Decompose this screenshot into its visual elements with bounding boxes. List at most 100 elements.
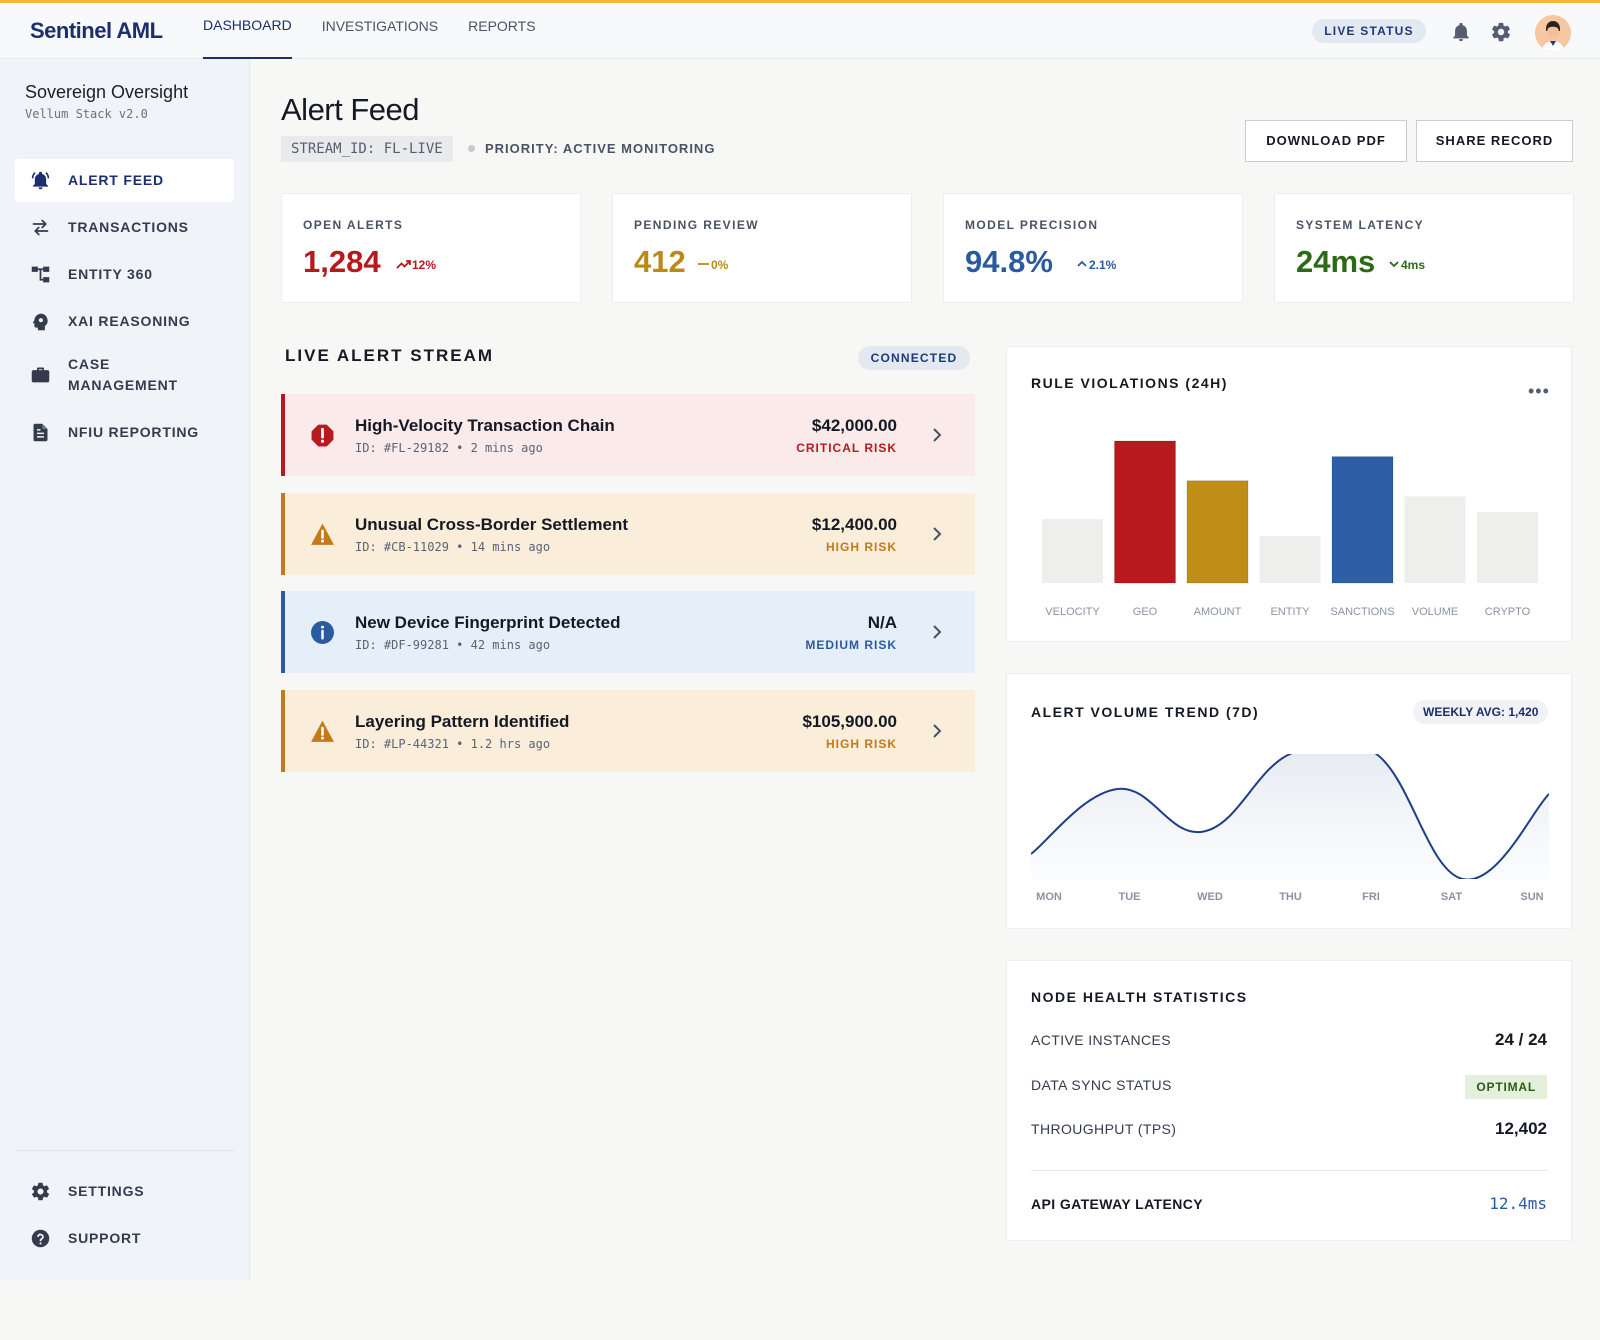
kpi-label: SYSTEM LATENCY xyxy=(1296,218,1425,232)
day-label: MON xyxy=(1036,891,1062,903)
day-label: WED xyxy=(1197,891,1223,903)
avatar[interactable] xyxy=(1535,15,1571,51)
sidebar-item-xai-reasoning[interactable]: XAI REASONING xyxy=(15,300,234,343)
sidebar-item-label: XAI REASONING xyxy=(68,313,191,329)
chevron-right-icon[interactable] xyxy=(927,622,947,642)
brain-gear-icon xyxy=(32,313,48,331)
nav-dashboard[interactable]: DASHBOARD xyxy=(203,3,292,59)
gear-icon[interactable] xyxy=(1490,21,1512,43)
sidebar-item-nfiu-reporting[interactable]: NFIU REPORTING xyxy=(15,411,234,454)
priority-dot xyxy=(468,145,475,152)
hierarchy-icon xyxy=(31,266,50,283)
bell-icon[interactable] xyxy=(1450,21,1472,43)
briefcase-icon xyxy=(31,367,50,383)
kpi-value: 1,284 xyxy=(303,244,381,279)
sidebar-item-case-management[interactable]: CASE MANAGEMENT xyxy=(15,347,234,403)
chevron-right-icon[interactable] xyxy=(927,721,947,741)
api-latency-row: API GATEWAY LATENCY 12.4ms xyxy=(1031,1194,1547,1218)
warning-triangle-icon xyxy=(311,523,334,545)
brand-logo[interactable]: Sentinel AML xyxy=(30,18,163,43)
alert-title: High-Velocity Transaction Chain xyxy=(355,416,615,435)
sidebar-item-support[interactable]: SUPPORT xyxy=(15,1217,234,1260)
kpi-open-alerts: OPEN ALERTS 1,284 12% xyxy=(281,193,581,303)
kpi-model-precision: MODEL PRECISION 94.8% 2.1% xyxy=(943,193,1243,303)
alert-card[interactable]: Layering Pattern Identified ID: #LP-4432… xyxy=(281,690,975,772)
kpi-delta: 0% xyxy=(697,258,728,272)
day-label: SUN xyxy=(1520,891,1544,903)
swap-arrows-icon xyxy=(32,219,49,236)
kpi-label: PENDING REVIEW xyxy=(634,218,759,232)
bar-crypto[interactable] xyxy=(1477,512,1538,583)
sidebar-item-label: ALERT FEED xyxy=(68,172,164,188)
nav-investigations[interactable]: INVESTIGATIONS xyxy=(321,18,439,34)
alert-card[interactable]: High-Velocity Transaction Chain ID: #FL-… xyxy=(281,394,975,476)
more-options-icon[interactable]: ••• xyxy=(1528,381,1550,401)
kpi-value: 24ms xyxy=(1296,244,1376,279)
alert-amount: N/A xyxy=(867,613,897,632)
top-nav: DASHBOARD INVESTIGATIONS REPORTS xyxy=(203,3,566,59)
alert-meta: ID: #CB-11029 • 14 mins ago xyxy=(355,540,551,554)
kpi-pending-review: PENDING REVIEW 412 0% xyxy=(612,193,912,303)
alert-title: Unusual Cross-Border Settlement xyxy=(355,515,628,534)
day-label: FRI xyxy=(1362,891,1380,903)
top-bar: Sentinel AML DASHBOARD INVESTIGATIONS RE… xyxy=(0,0,1600,59)
alert-risk-label: CRITICAL RISK xyxy=(796,441,897,455)
help-icon xyxy=(31,1229,50,1248)
bar-sanctions[interactable] xyxy=(1331,456,1394,584)
download-pdf-button[interactable]: DOWNLOAD PDF xyxy=(1245,120,1407,162)
kpi-system-latency: SYSTEM LATENCY 24ms 4ms xyxy=(1274,193,1574,303)
sidebar-item-label: SUPPORT xyxy=(68,1230,142,1246)
bar-amount[interactable] xyxy=(1186,480,1249,584)
error-octagon-icon xyxy=(311,424,334,447)
sidebar-item-alert-feed[interactable]: ALERT FEED xyxy=(15,159,234,202)
alert-volume-chart xyxy=(1031,754,1549,879)
bar-label: ENTITY xyxy=(1270,606,1310,618)
bar-label: AMOUNT xyxy=(1193,606,1242,618)
chevron-right-icon[interactable] xyxy=(927,524,947,544)
info-circle-icon xyxy=(311,621,334,644)
live-status-badge[interactable]: LIVE STATUS xyxy=(1312,19,1426,43)
alert-meta: ID: #FL-29182 • 2 mins ago xyxy=(355,441,543,455)
sidebar-item-transactions[interactable]: TRANSACTIONS xyxy=(15,206,234,249)
throughput-label: THROUGHPUT (TPS) xyxy=(1031,1121,1177,1137)
day-label: SAT xyxy=(1440,891,1463,903)
bar-label: VELOCITY xyxy=(1045,606,1100,618)
gear-icon xyxy=(31,1182,50,1201)
chevron-up-icon xyxy=(1077,260,1087,267)
trend-line xyxy=(1031,754,1549,879)
node-health-title: NODE HEALTH STATISTICS xyxy=(1031,989,1248,1005)
area-fill xyxy=(1031,754,1549,879)
day-label: TUE xyxy=(1118,891,1141,903)
nav-reports[interactable]: REPORTS xyxy=(468,18,536,34)
chevron-right-icon[interactable] xyxy=(927,425,947,445)
document-icon xyxy=(33,423,48,442)
kpi-delta: 12% xyxy=(396,258,436,272)
rule-violations-title: RULE VIOLATIONS (24H) xyxy=(1031,375,1228,391)
bar-geo[interactable] xyxy=(1114,440,1176,584)
alert-amount: $42,000.00 xyxy=(811,416,897,435)
weekly-avg-badge: WEEKLY AVG: 1,420 xyxy=(1413,700,1549,724)
sidebar-item-entity-360[interactable]: ENTITY 360 xyxy=(15,253,234,296)
bar-label: CRYPTO xyxy=(1484,606,1531,618)
alert-risk-label: HIGH RISK xyxy=(825,540,897,554)
share-record-button[interactable]: SHARE RECORD xyxy=(1416,120,1573,162)
throughput-value: 12,402 xyxy=(1495,1119,1547,1138)
alert-amount: $105,900.00 xyxy=(802,712,897,731)
trend-up-icon xyxy=(396,260,411,269)
bar-velocity[interactable] xyxy=(1042,519,1103,583)
alert-card[interactable]: Unusual Cross-Border Settlement ID: #CB-… xyxy=(281,493,975,575)
bar-entity[interactable] xyxy=(1259,536,1321,583)
alert-meta: ID: #LP-44321 • 1.2 hrs ago xyxy=(355,737,551,751)
alert-title: Layering Pattern Identified xyxy=(355,712,570,731)
sidebar-divider xyxy=(15,1150,234,1151)
sidebar-item-settings[interactable]: SETTINGS xyxy=(15,1170,234,1213)
sidebar-item-label: TRANSACTIONS xyxy=(68,219,189,235)
api-latency-value: 12.4ms xyxy=(1489,1194,1547,1213)
alert-card[interactable]: New Device Fingerprint Detected ID: #DF-… xyxy=(281,591,975,673)
priority-label: PRIORITY: ACTIVE MONITORING xyxy=(485,141,716,156)
org-name: Sovereign Oversight xyxy=(25,82,189,102)
warning-triangle-icon xyxy=(311,720,334,742)
bar-volume[interactable] xyxy=(1404,496,1466,583)
data-sync-status-badge: OPTIMAL xyxy=(1465,1075,1547,1099)
kpi-delta: 4ms xyxy=(1387,258,1425,272)
